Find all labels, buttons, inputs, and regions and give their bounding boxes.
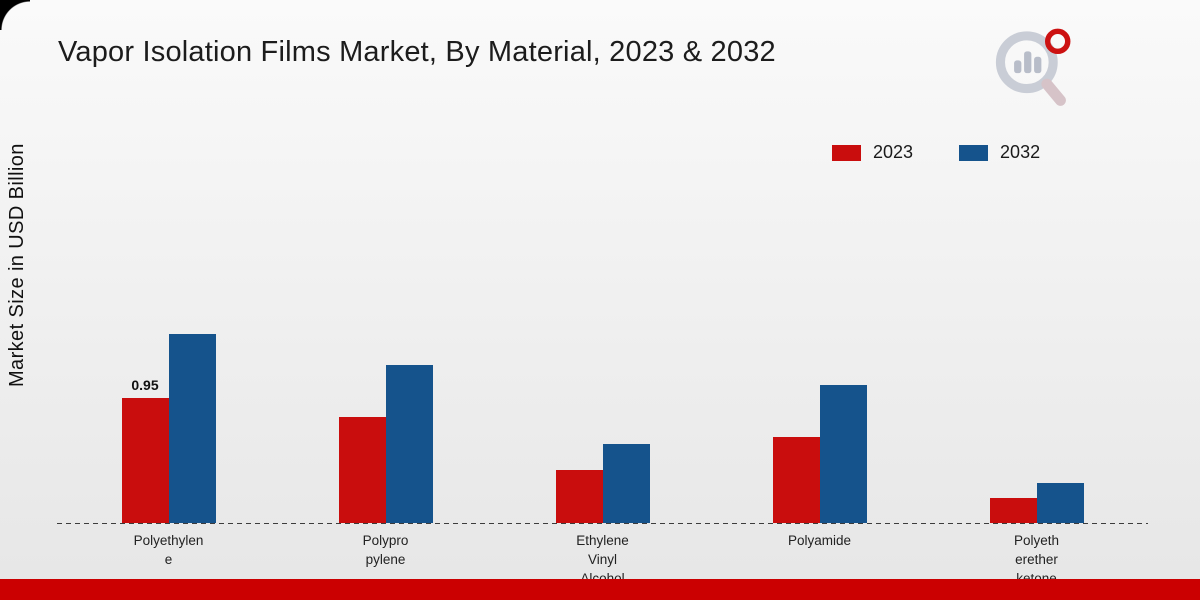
legend-swatch-2032: [959, 144, 989, 161]
y-axis-label: Market Size in USD Billion: [6, 143, 28, 387]
legend-swatch-2023: [832, 144, 861, 161]
x-axis-label-polypropylene: Polypro pylene: [362, 533, 409, 567]
bar-2023-ethylene-vinyl-alcohol: [555, 470, 603, 523]
legend-item-2023: 2023: [832, 142, 913, 163]
logo-red-circle: [1045, 28, 1071, 55]
bar-2023-polyethylene: 0.95: [121, 377, 169, 523]
logo-bar-3: [1034, 56, 1042, 74]
bar-group-ethylene-vinyl-alcohol: [555, 444, 650, 523]
x-axis-baseline: [57, 523, 1148, 524]
plot-area: 0.95: [60, 312, 1145, 523]
x-axis-label-polyethylene: Polyethylen e: [133, 533, 204, 567]
legend-label-2032: 2032: [1000, 142, 1041, 162]
bar-2032-ethylene-vinyl-alcohol: [602, 444, 650, 523]
brand-logo: [995, 28, 1071, 106]
bar-group-polypropylene: [338, 365, 433, 523]
bar-2023-polyamide: [772, 437, 820, 523]
bar-value-label: 0.95: [131, 377, 159, 393]
bar-group-polyamide: [772, 385, 867, 523]
bar-group-polyetheretherketone: [989, 483, 1084, 523]
bar-2032-polypropylene: [385, 365, 433, 523]
x-axis-label-polyamide: Polyamide: [787, 533, 852, 548]
logo-bar-2: [1024, 51, 1032, 74]
bar-2032-polyamide: [819, 385, 867, 523]
logo-ring: [995, 31, 1058, 94]
bar-group-polyethylene: 0.95: [121, 334, 216, 523]
logo-magnifier-handle: [1041, 78, 1066, 106]
chart-title: Vapor Isolation Films Market, By Materia…: [58, 36, 776, 68]
bar-2023-polypropylene: [338, 417, 386, 523]
legend: 2023 2032: [832, 142, 1040, 163]
bottom-accent-bar: [0, 579, 1200, 600]
rounded-corner-mask: [0, 0, 30, 30]
bar-2032-polyetheretherketone: [1036, 483, 1084, 523]
legend-item-2032: 2032: [959, 142, 1040, 163]
bar-2032-polyethylene: [168, 334, 216, 523]
legend-label-2023: 2023: [873, 142, 914, 162]
logo-bar-1: [1014, 60, 1022, 74]
bar-2023-polyetheretherketone: [989, 498, 1037, 523]
